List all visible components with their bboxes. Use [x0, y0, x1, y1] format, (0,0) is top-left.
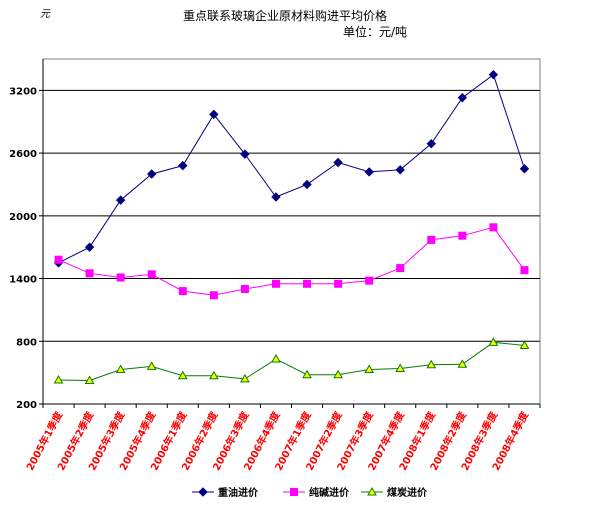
data-point: [426, 138, 436, 149]
data-point: [178, 160, 188, 171]
data-point: [84, 375, 95, 384]
data-point: [271, 279, 280, 288]
data-point: [333, 157, 343, 168]
data-point: [240, 285, 249, 293]
legend-entry: 煤炭进价: [387, 486, 428, 499]
data-point: [457, 359, 468, 368]
data-point: [302, 369, 312, 379]
data-point: [147, 270, 156, 279]
data-point: [271, 192, 281, 202]
data-point: [334, 279, 343, 288]
data-point: [427, 235, 436, 244]
data-point: [520, 266, 529, 275]
legend: 重油进价 纯碱进价 煤炭进价: [192, 486, 428, 499]
y-tick-label: 200: [16, 400, 37, 411]
data-point: [209, 291, 218, 300]
data-point: [488, 69, 499, 80]
data-point: [53, 374, 64, 384]
data-point: [240, 149, 250, 159]
legend-entry: 重油进价: [218, 486, 259, 499]
data-point: [302, 179, 312, 190]
data-point: [364, 364, 375, 373]
data-point: [488, 337, 499, 346]
data-point: [54, 255, 63, 264]
data-point: [147, 169, 157, 179]
data-point: [395, 363, 406, 372]
data-point: [333, 369, 343, 379]
chart-subtitle: 单位：元/吨: [343, 24, 407, 39]
data-point: [457, 92, 468, 103]
data-point: [115, 195, 126, 205]
legend-marker: [290, 488, 298, 496]
data-point: [395, 165, 405, 175]
data-point: [303, 279, 312, 288]
chart-title: 重点联系玻璃企业原材料购进平均价格: [183, 8, 387, 23]
data-point: [489, 223, 498, 232]
data-point: [177, 370, 188, 380]
data-point: [85, 269, 94, 278]
y-tick-label: 2600: [9, 149, 37, 160]
plot-area: 20080014002000260032002005年1季度2005年2季度20…: [9, 58, 541, 473]
data-point: [396, 264, 405, 273]
data-point: [458, 231, 467, 240]
data-point: [84, 242, 95, 252]
data-point: [115, 364, 126, 373]
y-tick-label: 3200: [9, 86, 37, 97]
series-line-1: [58, 73, 525, 264]
data-point: [426, 359, 437, 369]
y-tick-label: 800: [16, 337, 37, 348]
data-point: [116, 273, 125, 282]
data-point: [146, 361, 157, 370]
data-point: [208, 370, 219, 380]
data-point: [178, 287, 187, 296]
data-point: [519, 164, 530, 174]
y-tick-label: 2000: [9, 212, 37, 223]
data-point: [364, 167, 374, 177]
legend-marker: [367, 486, 377, 496]
plot-frame: [42, 58, 541, 405]
legend-marker: [198, 487, 208, 497]
data-point: [365, 276, 374, 285]
data-point: [209, 109, 219, 120]
legend-entry: 纯碱进价: [309, 486, 350, 499]
y-tick-label: 1400: [9, 275, 37, 286]
y-axis-label: 元: [40, 9, 51, 20]
data-point: [240, 373, 250, 383]
data-point: [519, 340, 530, 349]
series-line-3: [58, 341, 525, 381]
data-point: [271, 354, 281, 363]
series-line-2: [58, 226, 525, 296]
